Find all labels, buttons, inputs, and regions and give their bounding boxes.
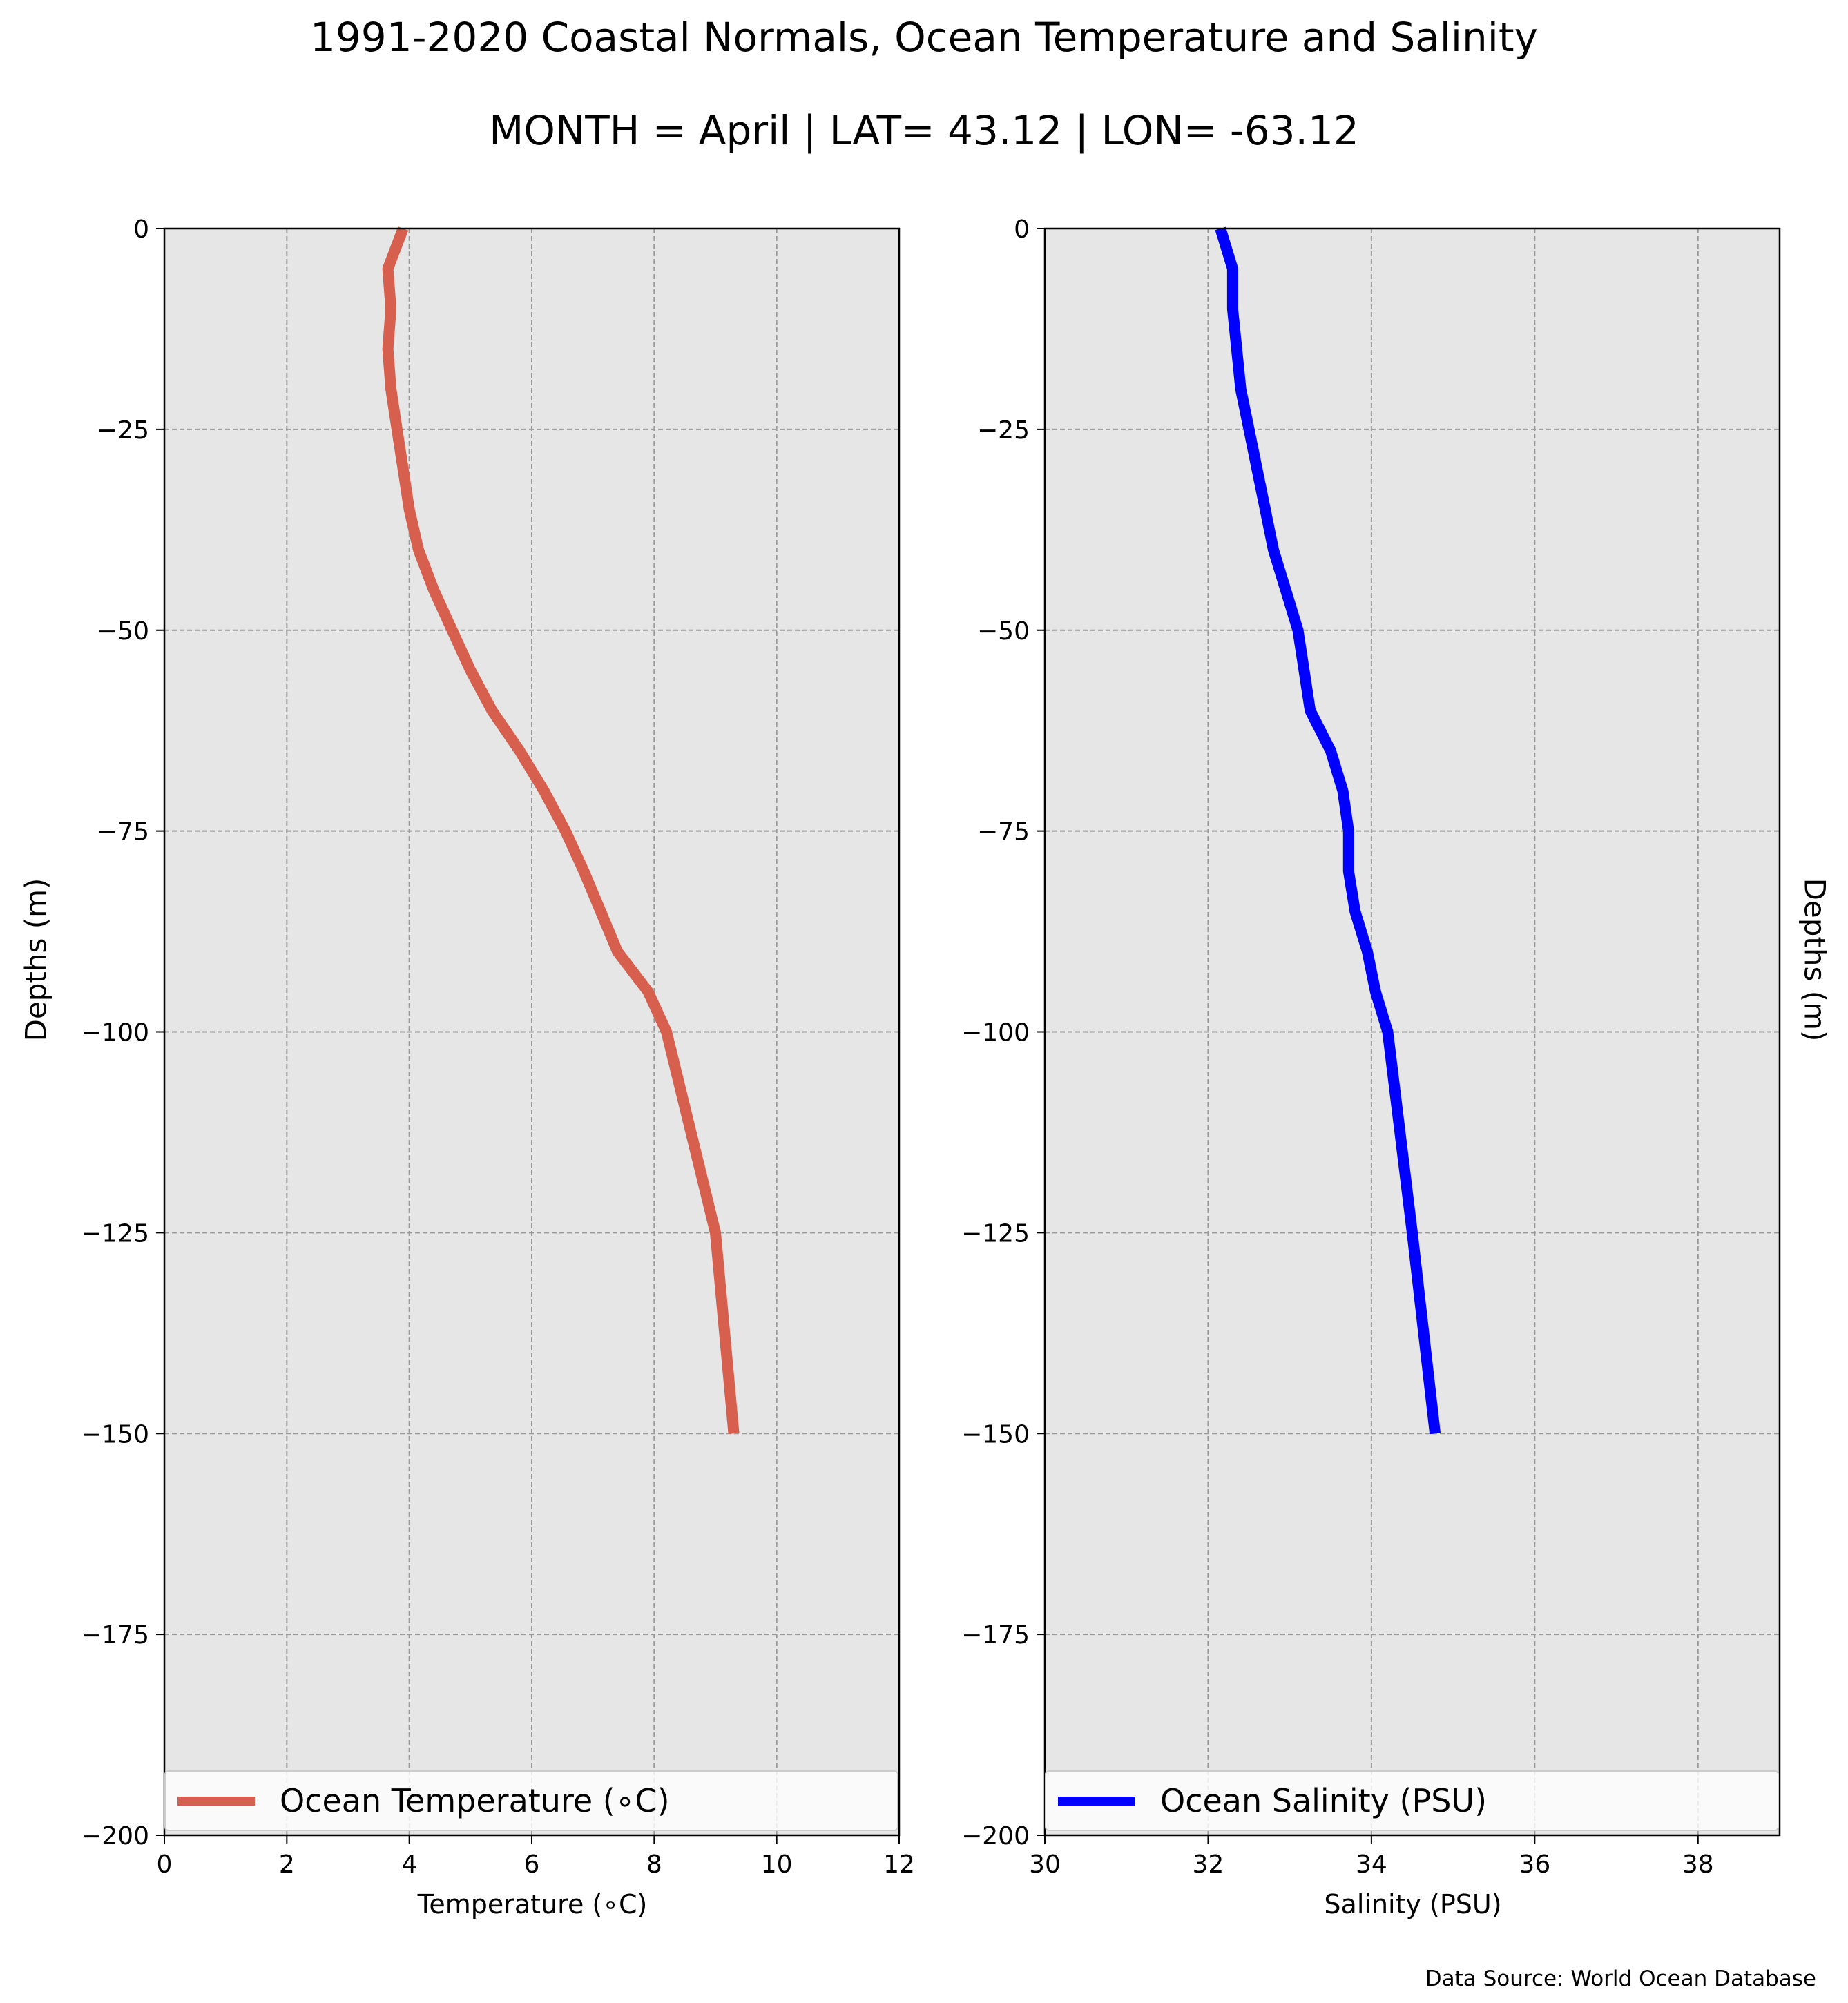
x-tick-label-salinity: 32 [1193, 1850, 1224, 1879]
x-axis-label-temperature: Temperature (∘C) [417, 1889, 648, 1919]
y-tick-label-salinity: 0 [1014, 215, 1030, 244]
x-tick-label-temperature: 0 [157, 1850, 173, 1879]
y-tick-label-salinity: −75 [977, 818, 1030, 846]
y-tick-label-temperature: −50 [97, 617, 149, 646]
x-tick-label-temperature: 6 [524, 1850, 540, 1879]
y-tick-label-temperature: −125 [81, 1219, 149, 1248]
x-tick-label-salinity: 30 [1029, 1850, 1061, 1879]
legend-salinity: Ocean Salinity (PSU) [1045, 1770, 1779, 1831]
y-tick-label-temperature: −200 [81, 1822, 149, 1850]
y-tick-label-salinity: −125 [961, 1219, 1030, 1248]
data-source-note: Data Source: World Ocean Database [1425, 1966, 1816, 1991]
chart-title: 1991-2020 Coastal Normals, Ocean Tempera… [310, 14, 1538, 61]
y-axis-label-right: Depths (m) [1798, 878, 1832, 1042]
y-tick-label-temperature: 0 [133, 215, 149, 244]
axes-frame-temperature [163, 227, 901, 1837]
legend-label-temperature: Ocean Temperature (∘C) [280, 1782, 670, 1819]
series-line-salinity [1215, 226, 1441, 1435]
chart-subtitle: MONTH = April | LAT= 43.12 | LON= -63.12 [489, 107, 1359, 154]
x-tick-label-salinity: 34 [1356, 1850, 1387, 1879]
series-line-temperature [382, 226, 740, 1435]
y-tick-label-salinity: −100 [961, 1019, 1030, 1047]
y-axis-label-left: Depths (m) [19, 878, 53, 1042]
y-tick-label-temperature: −150 [81, 1420, 149, 1449]
legend-swatch-temperature [177, 1796, 255, 1806]
axes-frame-salinity [1043, 227, 1781, 1837]
x-tick-label-temperature: 10 [761, 1850, 793, 1879]
x-tick-label-temperature: 8 [646, 1850, 662, 1879]
x-tick-label-temperature: 12 [883, 1850, 915, 1879]
legend-swatch-salinity [1058, 1796, 1135, 1806]
y-tick-label-temperature: −25 [97, 416, 149, 445]
x-tick-label-salinity: 38 [1682, 1850, 1714, 1879]
legend-temperature: Ocean Temperature (∘C) [164, 1770, 898, 1831]
y-tick-label-salinity: −50 [977, 617, 1030, 646]
x-tick-label-salinity: 36 [1519, 1850, 1550, 1879]
x-tick-label-temperature: 4 [401, 1850, 417, 1879]
y-tick-label-temperature: −75 [97, 818, 149, 846]
y-tick-label-temperature: −175 [81, 1621, 149, 1649]
y-tick-label-salinity: −150 [961, 1420, 1030, 1449]
y-tick-label-salinity: −200 [961, 1822, 1030, 1850]
y-tick-label-temperature: −100 [81, 1019, 149, 1047]
legend-label-salinity: Ocean Salinity (PSU) [1160, 1782, 1488, 1819]
y-tick-label-salinity: −25 [977, 416, 1030, 445]
y-tick-label-salinity: −175 [961, 1621, 1030, 1649]
x-tick-label-temperature: 2 [279, 1850, 295, 1879]
x-axis-label-salinity: Salinity (PSU) [1324, 1889, 1502, 1919]
